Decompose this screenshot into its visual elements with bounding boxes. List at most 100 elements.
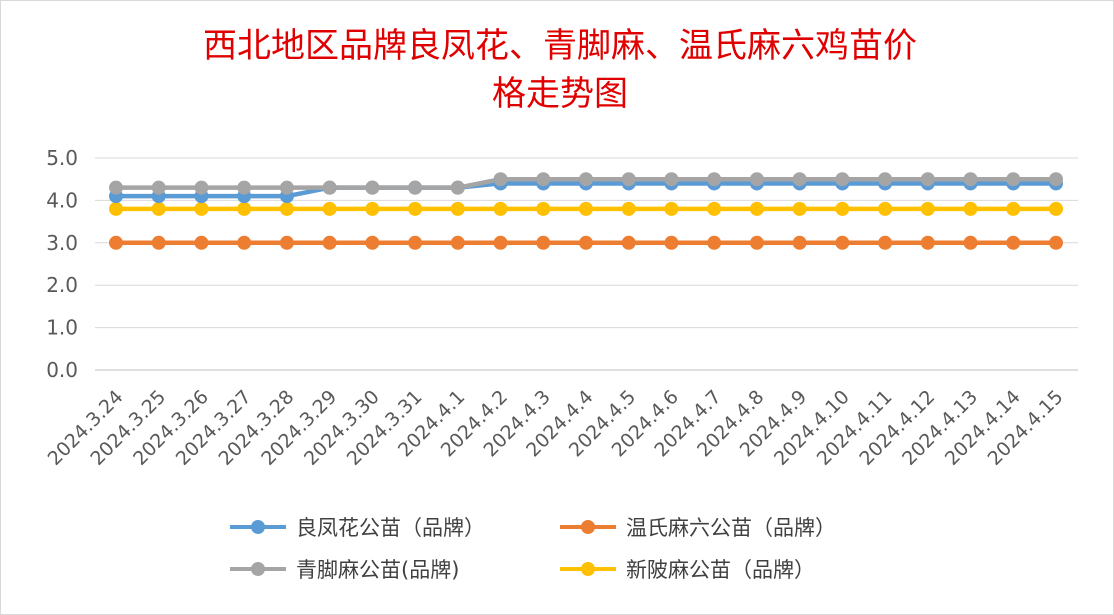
y-tick-label: 0.0 xyxy=(46,358,78,382)
data-point xyxy=(920,201,935,216)
data-point xyxy=(749,235,764,250)
data-point xyxy=(920,235,935,250)
data-point xyxy=(493,172,508,187)
data-point xyxy=(151,235,166,250)
data-point xyxy=(963,201,978,216)
legend-label: 新陂麻公苗（品牌） xyxy=(626,558,815,582)
y-axis-ticks: 0.0 1.0 2.0 3.0 4.0 5.0 xyxy=(46,146,78,382)
data-point xyxy=(664,172,679,187)
data-point xyxy=(621,172,636,187)
data-point xyxy=(664,201,679,216)
legend-label: 良凤花公苗（品牌） xyxy=(296,516,485,540)
data-point xyxy=(450,201,465,216)
y-tick-label: 1.0 xyxy=(46,316,78,340)
data-point xyxy=(579,235,593,250)
data-point xyxy=(493,201,508,216)
y-tick-label: 3.0 xyxy=(46,231,78,255)
data-point xyxy=(365,201,380,216)
y-tick-label: 5.0 xyxy=(46,146,78,170)
data-point xyxy=(365,180,380,195)
data-point xyxy=(792,235,807,250)
series-3 xyxy=(109,201,1063,216)
data-point xyxy=(322,235,337,250)
y-tick-label: 4.0 xyxy=(46,188,78,212)
chart-title: 西北地区品牌良凤花、青脚麻、温氏麻六鸡苗价 格走势图 xyxy=(80,22,1040,118)
legend-label: 温氏麻六公苗（品牌） xyxy=(626,516,836,540)
data-point xyxy=(237,180,252,195)
data-point xyxy=(1049,172,1063,187)
data-point xyxy=(707,201,722,216)
data-point xyxy=(878,172,893,187)
data-point xyxy=(835,201,850,216)
data-point xyxy=(749,172,764,187)
legend-marker xyxy=(581,562,595,576)
data-point xyxy=(835,235,850,250)
data-point xyxy=(536,235,551,250)
legend-item-wenshi: 温氏麻六公苗（品牌） xyxy=(560,512,836,542)
data-point xyxy=(621,235,636,250)
data-point xyxy=(237,235,252,250)
data-point xyxy=(664,235,679,250)
data-point xyxy=(1006,235,1021,250)
y-tick-label: 2.0 xyxy=(46,273,78,297)
legend-item-liangfenghua: 良凤花公苗（品牌） xyxy=(230,512,485,542)
data-point xyxy=(322,201,337,216)
data-point xyxy=(878,235,893,250)
data-point xyxy=(963,235,978,250)
data-point xyxy=(450,235,465,250)
legend-item-qingjiaoma: 青脚麻公苗(品牌) xyxy=(230,554,459,584)
data-point xyxy=(194,180,209,195)
data-point xyxy=(450,180,465,195)
data-point xyxy=(408,235,423,250)
data-point xyxy=(109,201,123,216)
series-2 xyxy=(109,172,1063,195)
legend-swatch-liangfenghua xyxy=(230,517,286,537)
data-point xyxy=(194,235,209,250)
data-point xyxy=(579,201,593,216)
data-point xyxy=(237,201,252,216)
data-point xyxy=(194,201,209,216)
data-point xyxy=(1049,235,1063,250)
data-point xyxy=(536,201,551,216)
series-1 xyxy=(109,235,1063,250)
data-point xyxy=(536,172,551,187)
legend-swatch-xinbeima xyxy=(560,559,616,579)
data-point xyxy=(279,235,294,250)
data-point xyxy=(707,235,722,250)
legend-swatch-wenshi xyxy=(560,517,616,537)
data-point xyxy=(109,235,123,250)
data-point xyxy=(749,201,764,216)
legend-marker xyxy=(251,562,265,576)
data-point xyxy=(365,235,380,250)
data-point xyxy=(1006,201,1021,216)
data-point xyxy=(579,172,593,187)
data-point xyxy=(408,180,423,195)
series-group xyxy=(109,172,1063,250)
data-point xyxy=(792,172,807,187)
legend-item-xinbeima: 新陂麻公苗（品牌） xyxy=(560,554,815,584)
data-point xyxy=(621,201,636,216)
data-point xyxy=(493,235,508,250)
data-point xyxy=(920,172,935,187)
chart-title-line-2: 格走势图 xyxy=(492,74,628,114)
data-point xyxy=(151,201,166,216)
data-point xyxy=(408,201,423,216)
chart-title-line-1: 西北地区品牌良凤花、青脚麻、温氏麻六鸡苗价 xyxy=(203,26,917,66)
legend-marker xyxy=(581,520,595,534)
data-point xyxy=(279,180,294,195)
data-point xyxy=(1049,201,1063,216)
legend-marker xyxy=(251,520,265,534)
data-point xyxy=(707,172,722,187)
x-axis-ticks: 2024.3.242024.3.252024.3.262024.3.272024… xyxy=(44,386,1068,470)
data-point xyxy=(322,180,337,195)
data-point xyxy=(109,180,123,195)
data-point xyxy=(878,201,893,216)
data-point xyxy=(963,172,978,187)
data-point xyxy=(792,201,807,216)
data-point xyxy=(835,172,850,187)
data-point xyxy=(1006,172,1021,187)
data-point xyxy=(151,180,166,195)
legend-label: 青脚麻公苗(品牌) xyxy=(296,558,460,582)
